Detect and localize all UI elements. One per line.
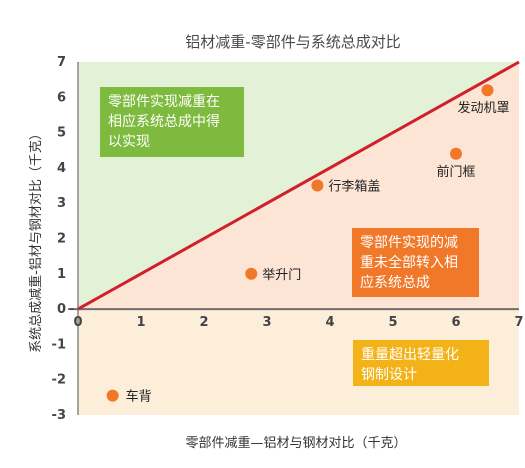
- annotation-background: [353, 340, 489, 386]
- x-tick-label: 1: [136, 315, 145, 330]
- y-axis-label: 系统总成减重-铝材与钢材对比（千克）: [28, 127, 44, 353]
- x-tick-label: 3: [262, 315, 271, 330]
- y-tick-label: -1: [52, 337, 66, 352]
- x-tick-label: 4: [325, 315, 334, 330]
- x-tick-label: 2: [199, 315, 208, 330]
- y-tick-label: 2: [57, 232, 66, 247]
- annotation-line: 钢制设计: [361, 367, 417, 383]
- y-tick-label: -3: [52, 408, 66, 423]
- annotation-line: 重未全部转入相: [360, 254, 458, 271]
- y-tick-label: 1: [57, 267, 66, 282]
- annotation-background: [100, 87, 244, 157]
- data-point-label: 行李箱盖: [328, 179, 380, 195]
- y-tick-label: 4: [57, 161, 66, 176]
- annotation-line: 以实现: [108, 134, 150, 150]
- annotation-line: 重量超出轻量化: [361, 347, 459, 363]
- y-tick-label: 7: [57, 55, 66, 70]
- data-point: [106, 389, 119, 402]
- data-point: [245, 267, 258, 280]
- y-tick-label: 3: [57, 196, 66, 211]
- y-tick-label: -2: [52, 373, 66, 388]
- annotation-line: 相应系统总成中得: [108, 113, 220, 130]
- chart-title: 铝材减重-零部件与系统总成对比: [185, 33, 400, 51]
- annotation-line: 零部件实现减重在: [108, 94, 220, 110]
- data-point-label: 举升门: [262, 268, 301, 283]
- annotation-line: 零部件实现的减: [360, 235, 458, 251]
- x-tick-label: 7: [514, 315, 523, 330]
- data-point: [450, 147, 462, 160]
- data-point-label: 发动机罩: [457, 100, 509, 116]
- x-tick-label: 5: [388, 315, 397, 330]
- x-axis-label: 零部件减重—铝材与钢材对比（千克）: [185, 435, 406, 451]
- axes: [70, 62, 519, 415]
- reference-line-group: [77, 60, 520, 311]
- x-tick-labels: 0 1 2 3 4 5 6 7: [73, 315, 523, 330]
- data-point-label: 前门框: [436, 164, 475, 180]
- data-point: [311, 179, 324, 192]
- y-tick-label: 6: [57, 90, 66, 105]
- annotation-boxes: 零部件实现减重在相应系统总成中得以实现零部件实现的减重未全部转入相应系统总成重量…: [100, 87, 489, 386]
- x-tick-label: 6: [451, 315, 460, 330]
- reference-line: [77, 60, 520, 311]
- annotation-background: [352, 228, 479, 297]
- annotation-line: 应系统总成: [360, 274, 430, 291]
- data-point: [481, 84, 494, 97]
- y-tick-labels: -3 -2 -1 0 1 2 3 4 5 6 7: [52, 55, 74, 423]
- y-tick-label: 5: [57, 126, 66, 141]
- y-tick-label: 0: [57, 302, 66, 317]
- data-point-label: 车背: [126, 389, 152, 405]
- x-tick-label: 0: [73, 315, 82, 330]
